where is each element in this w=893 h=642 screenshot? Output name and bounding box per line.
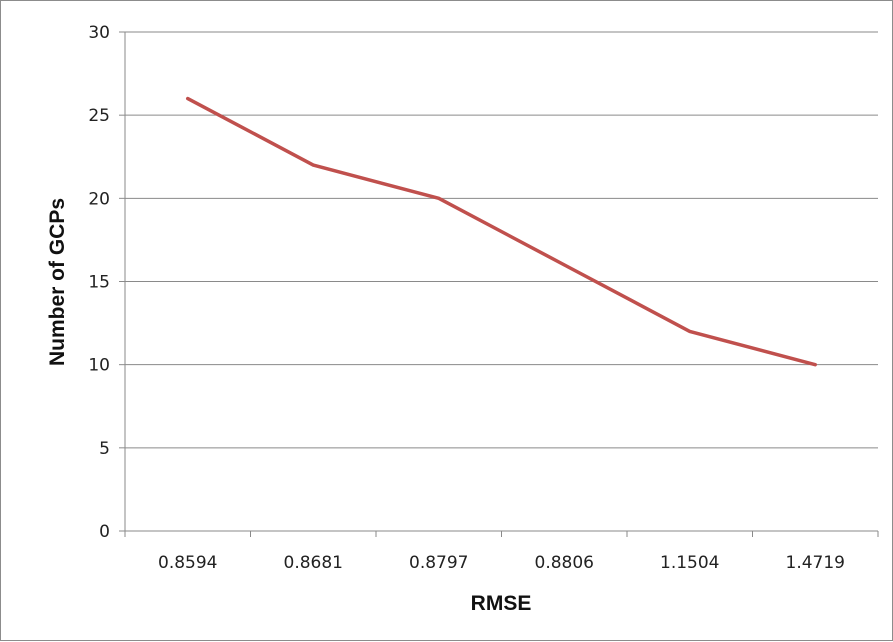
data-point: [688, 330, 691, 333]
y-tick-labels: 0 5 10 15 20 25 30: [88, 23, 110, 542]
data-point: [563, 263, 566, 267]
series-line: [186, 96, 817, 367]
y-tick-label: 20: [88, 189, 110, 209]
y-axis-title: Number of GCPs: [46, 198, 69, 366]
y-tick-label: 0: [99, 522, 110, 542]
y-tick-label: 10: [88, 356, 110, 376]
data-point: [814, 363, 817, 366]
x-tick-label: 1.1504: [660, 553, 719, 573]
y-tick-label: 30: [88, 23, 110, 43]
x-tick-label: 0.8594: [158, 553, 217, 573]
y-tick-label: 5: [99, 439, 110, 459]
gridlines: [125, 31, 878, 449]
axes: [119, 31, 879, 537]
x-tick-label: 0.8681: [284, 553, 343, 573]
data-point: [437, 197, 440, 200]
x-axis-title: RMSE: [471, 592, 532, 615]
x-tick-label: 0.8797: [409, 553, 468, 573]
series-layer: [186, 96, 817, 367]
y-tick-label: 15: [88, 273, 110, 293]
x-tick-label: 0.8806: [535, 553, 594, 573]
y-tick-label: 25: [88, 106, 110, 126]
data-point: [186, 97, 189, 100]
x-tick-labels: 0.8594 0.8681 0.8797 0.8806 1.1504 1.4719: [158, 553, 845, 573]
data-point: [312, 163, 315, 167]
x-tick-label: 1.4719: [786, 553, 845, 573]
